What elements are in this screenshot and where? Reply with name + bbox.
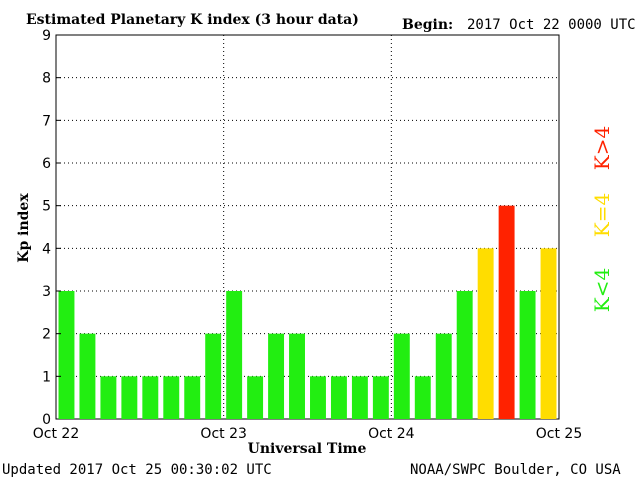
y-tick-label: 3: [42, 284, 51, 300]
kp-bar: [79, 333, 96, 419]
kp-bar: [121, 376, 138, 419]
legend-mid: K=4: [590, 193, 614, 237]
kp-bar: [142, 376, 159, 419]
legend-high: K>4: [590, 126, 614, 170]
chart-title: Estimated Planetary K index (3 hour data…: [26, 12, 359, 28]
kp-bar: [456, 291, 473, 419]
kp-bar: [58, 291, 75, 419]
y-tick-labels: 0 1 2 3 4 5 6 7 8 9: [42, 28, 61, 428]
x-tick-label: Oct 23: [200, 426, 246, 442]
kp-bar: [393, 333, 410, 419]
kp-bar: [289, 333, 305, 419]
y-tick-label: 0: [42, 412, 51, 428]
kp-bar: [414, 376, 431, 419]
kp-bar: [477, 248, 494, 419]
y-axis-label: Kp index: [16, 193, 32, 263]
begin-label: Begin:: [402, 17, 453, 33]
kp-bar: [351, 376, 368, 419]
kp-bar: [540, 248, 557, 419]
x-tick-label: Oct 25: [536, 426, 582, 442]
kp-bar: [330, 376, 347, 419]
gridlines: [56, 35, 559, 419]
begin-value: 2017 Oct 22 0000 UTC: [467, 17, 636, 33]
legend-low: K<4: [590, 268, 614, 312]
y-tick-label: 8: [42, 71, 51, 87]
y-tick-label: 2: [42, 327, 51, 343]
kp-bar: [310, 376, 326, 419]
kp-bar: [268, 333, 285, 419]
x-tick-label: Oct 22: [33, 426, 79, 442]
x-tick-labels: Oct 22 Oct 23 Oct 24 Oct 25: [33, 426, 582, 442]
kp-bar: [372, 376, 389, 419]
y-tick-label: 6: [42, 156, 51, 172]
kp-bar: [519, 291, 536, 419]
kp-bar: [163, 376, 180, 419]
kp-bar: [205, 333, 222, 419]
y-tick-label: 4: [42, 241, 51, 257]
kp-bar: [226, 291, 243, 419]
updated-timestamp: Updated 2017 Oct 25 00:30:02 UTC: [2, 462, 272, 478]
x-tick-label: Oct 24: [368, 426, 415, 442]
kp-bar: [184, 376, 201, 419]
kp-bar: [498, 205, 515, 419]
kp-bar: [435, 333, 452, 419]
y-tick-label: 5: [42, 199, 51, 215]
bars: [58, 205, 557, 419]
source-credit: NOAA/SWPC Boulder, CO USA: [410, 462, 621, 478]
y-tick-label: 7: [42, 113, 51, 129]
kp-bar: [100, 376, 117, 419]
x-axis-label: Universal Time: [248, 441, 367, 457]
plot-frame: [55, 34, 560, 420]
y-tick-label: 9: [42, 28, 51, 44]
y-tick-label: 1: [42, 369, 51, 385]
kp-bar: [247, 376, 264, 419]
